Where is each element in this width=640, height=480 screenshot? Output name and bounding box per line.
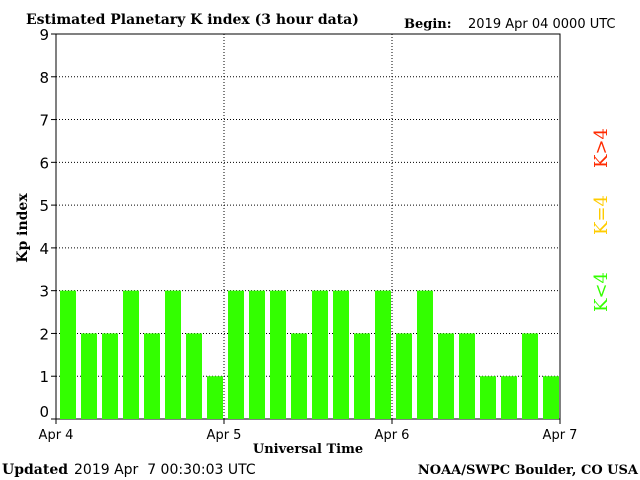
y-tick-label: 2 — [39, 325, 49, 343]
kp-bar — [522, 333, 538, 419]
chart-title: Estimated Planetary K index (3 hour data… — [26, 12, 359, 28]
x-tick-label: Apr 6 — [375, 428, 410, 443]
begin-label: Begin: — [404, 17, 452, 32]
kp-bar — [207, 376, 223, 419]
kp-bar — [102, 333, 118, 419]
y-axis-label: Kp index — [15, 193, 31, 263]
kp-bar — [144, 333, 160, 419]
plot-frame — [55, 33, 561, 420]
kp-bar — [291, 333, 307, 419]
kp-bar — [228, 290, 244, 419]
credit-text: NOAA/SWPC Boulder, CO USA — [418, 463, 639, 478]
legend-low: K<4 — [591, 272, 612, 312]
y-tick-label: 4 — [39, 240, 49, 258]
legend-high: K>4 — [591, 128, 612, 168]
kp-bar — [354, 333, 370, 419]
kp-bar — [249, 290, 265, 419]
kp-bar — [333, 290, 349, 419]
y-tick-label: 0 — [39, 403, 49, 421]
x-tick-label: Apr 7 — [543, 428, 578, 443]
kp-bar — [459, 333, 475, 419]
kp-bar — [480, 376, 496, 419]
kp-bar — [123, 290, 139, 419]
bar-series — [60, 290, 559, 419]
y-tick-label: 7 — [39, 112, 49, 130]
y-tick-label: 6 — [39, 154, 49, 172]
grid-lines — [56, 33, 560, 419]
y-tick-label: 1 — [39, 368, 49, 386]
y-tick-label: 8 — [39, 69, 49, 87]
y-axis-ticks: 0 1 2 3 4 5 6 7 8 9 — [39, 26, 56, 421]
x-axis-ticks: Apr 4 Apr 5 Apr 6 Apr 7 — [39, 419, 578, 443]
kp-bar — [438, 333, 454, 419]
x-tick-label: Apr 4 — [39, 428, 74, 443]
kp-bar — [60, 290, 76, 419]
kp-bar — [417, 290, 433, 419]
kp-bar — [375, 290, 391, 419]
updated-value: 2019 Apr 7 00:30:03 UTC — [74, 462, 256, 478]
kp-bar — [165, 290, 181, 419]
y-tick-label: 5 — [39, 197, 49, 215]
begin-value: 2019 Apr 04 0000 UTC — [468, 17, 616, 32]
x-tick-label: Apr 5 — [207, 428, 242, 443]
y-tick-label: 9 — [39, 26, 49, 44]
x-axis-label: Universal Time — [253, 442, 363, 457]
kp-bar — [81, 333, 97, 419]
kp-bar — [501, 376, 517, 419]
kp-bar — [312, 290, 328, 419]
updated-label: Updated — [2, 462, 68, 478]
kp-bar — [270, 290, 286, 419]
legend-mid: K=4 — [591, 195, 612, 235]
y-tick-label: 3 — [39, 283, 49, 301]
kp-bar — [186, 333, 202, 419]
kp-bar — [543, 376, 559, 419]
kp-bar — [396, 333, 412, 419]
